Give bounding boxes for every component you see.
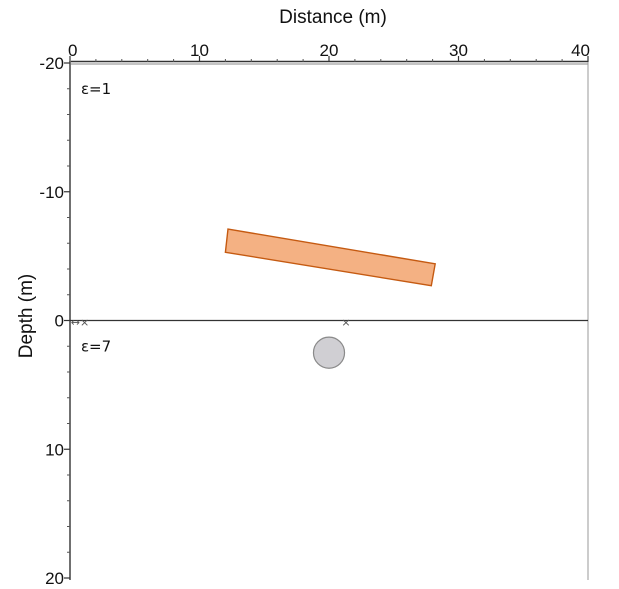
y-axis-ticks: -20 -10 0 10 20 (39, 54, 70, 588)
y-axis-title: Depth (m) (16, 274, 37, 358)
y-tick-label: -10 (39, 183, 64, 202)
y-tick-label: -20 (39, 54, 64, 73)
interface-marker-left: ↔× (71, 316, 89, 329)
x-axis-title: Distance (m) (279, 7, 387, 28)
y-tick-label: 20 (45, 569, 64, 588)
x-tick-label: 10 (190, 41, 209, 60)
layer-interface: ↔× × (70, 316, 588, 329)
x-tick-label: 20 (320, 41, 339, 60)
interface-marker-center: × (341, 316, 350, 329)
y-tick-label: 0 (55, 312, 64, 331)
y-tick-label: 10 (45, 440, 64, 459)
x-axis-ticks: 0 10 20 30 40 (68, 41, 590, 62)
x-tick-label: 30 (449, 41, 468, 60)
tilted-rectangle-target (224, 228, 437, 287)
upper-layer-permittivity-label: ε=1 (81, 80, 111, 98)
x-tick-label: 0 (68, 41, 77, 60)
lower-layer-permittivity-label: ε=7 (81, 337, 111, 355)
buried-circular-object (312, 336, 346, 369)
x-tick-label: 40 (571, 41, 590, 60)
